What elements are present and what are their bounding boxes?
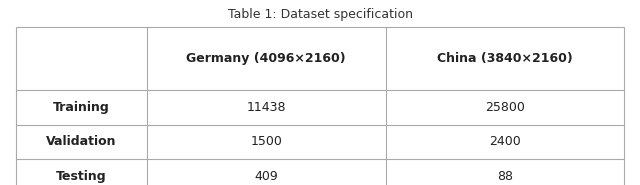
Text: 409: 409	[254, 170, 278, 183]
Text: 1500: 1500	[250, 135, 282, 148]
Text: Germany (4096×2160): Germany (4096×2160)	[186, 52, 346, 65]
Text: China (3840×2160): China (3840×2160)	[437, 52, 573, 65]
Text: Testing: Testing	[56, 170, 107, 183]
Text: Table 1: Dataset specification: Table 1: Dataset specification	[227, 8, 413, 21]
Text: Training: Training	[53, 101, 109, 114]
Text: 11438: 11438	[246, 101, 286, 114]
Text: 25800: 25800	[485, 101, 525, 114]
Text: 88: 88	[497, 170, 513, 183]
Text: Validation: Validation	[46, 135, 116, 148]
Text: 2400: 2400	[489, 135, 521, 148]
